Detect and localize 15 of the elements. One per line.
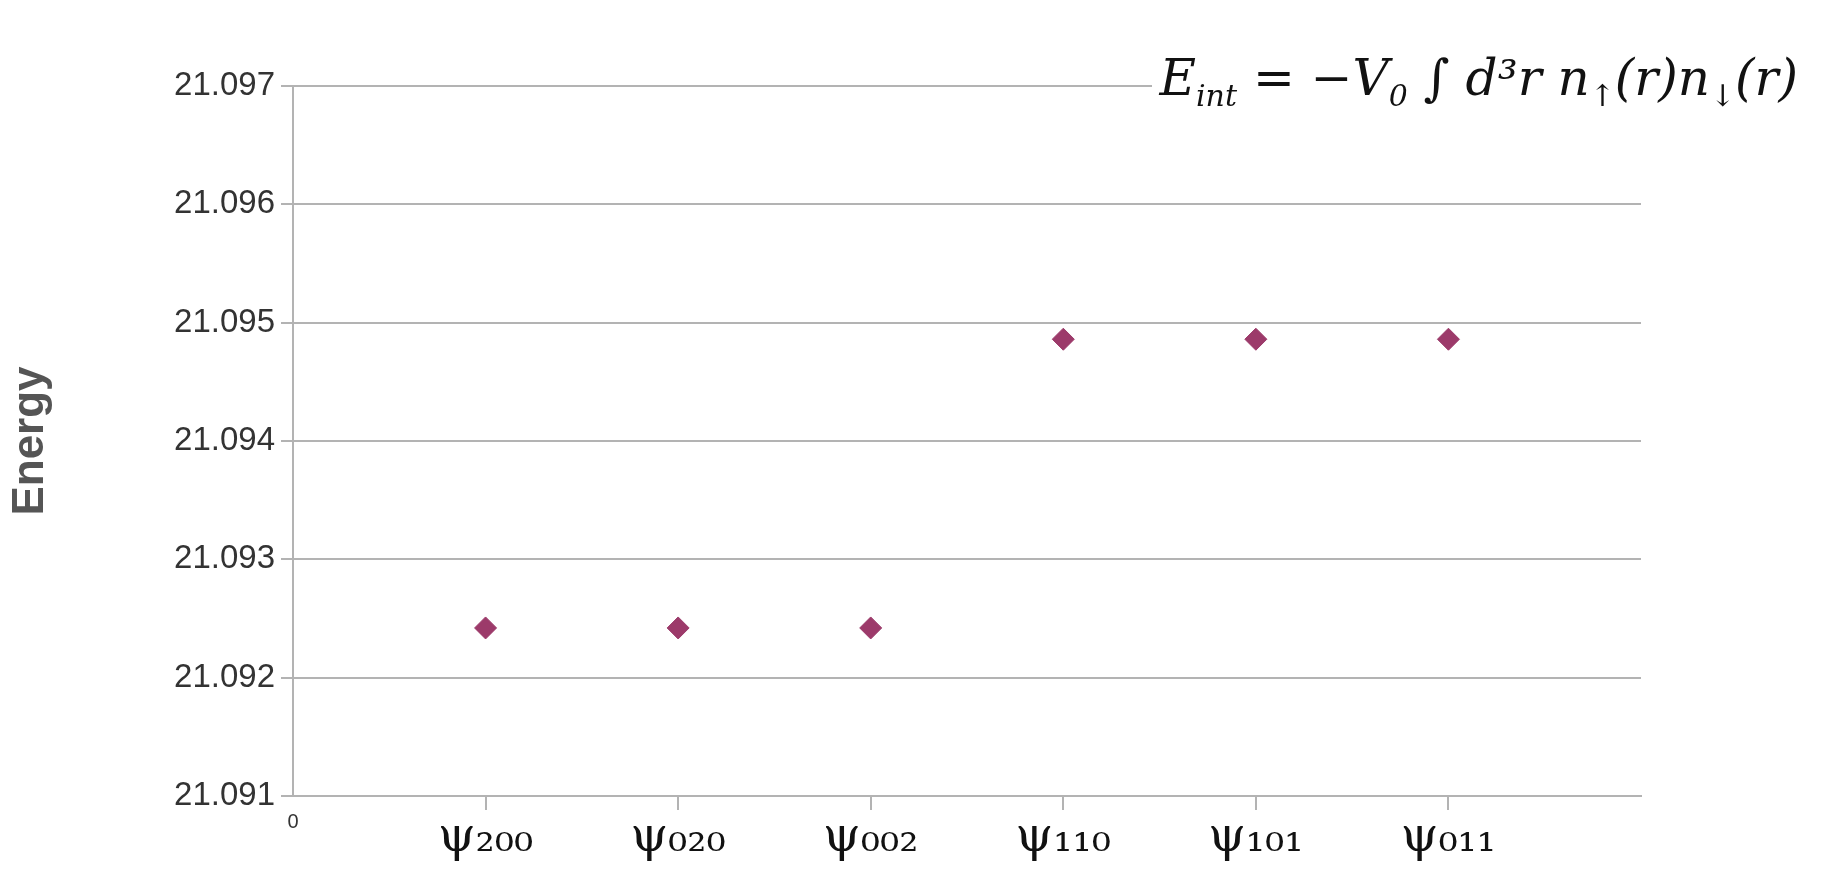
y-tick-label: 21.096 [174,183,275,221]
y-tick-label: 21.093 [174,538,275,576]
x-tick-label: ψ₀₁₁ [1400,806,1497,863]
y-tick-label: 21.097 [174,65,275,103]
text: 0 [287,809,299,832]
y-tick-label: 21.091 [174,775,275,813]
y-axis-title: Energy [2,365,52,516]
y-tick-label: 21.092 [174,656,275,694]
y-tick-label: 21.095 [174,301,275,339]
x-tick-label: ψ₀₂₀ [630,806,726,863]
x-tick-label: ψ₂₀₀ [437,806,534,863]
x-tick-label: ψ₁₁₀ [1015,806,1111,863]
x-tick-label: ψ₁₀₁ [1208,806,1304,863]
y-tick-label: 21.094 [174,420,275,458]
x-tick-label: ψ₀₀₂ [823,806,919,863]
